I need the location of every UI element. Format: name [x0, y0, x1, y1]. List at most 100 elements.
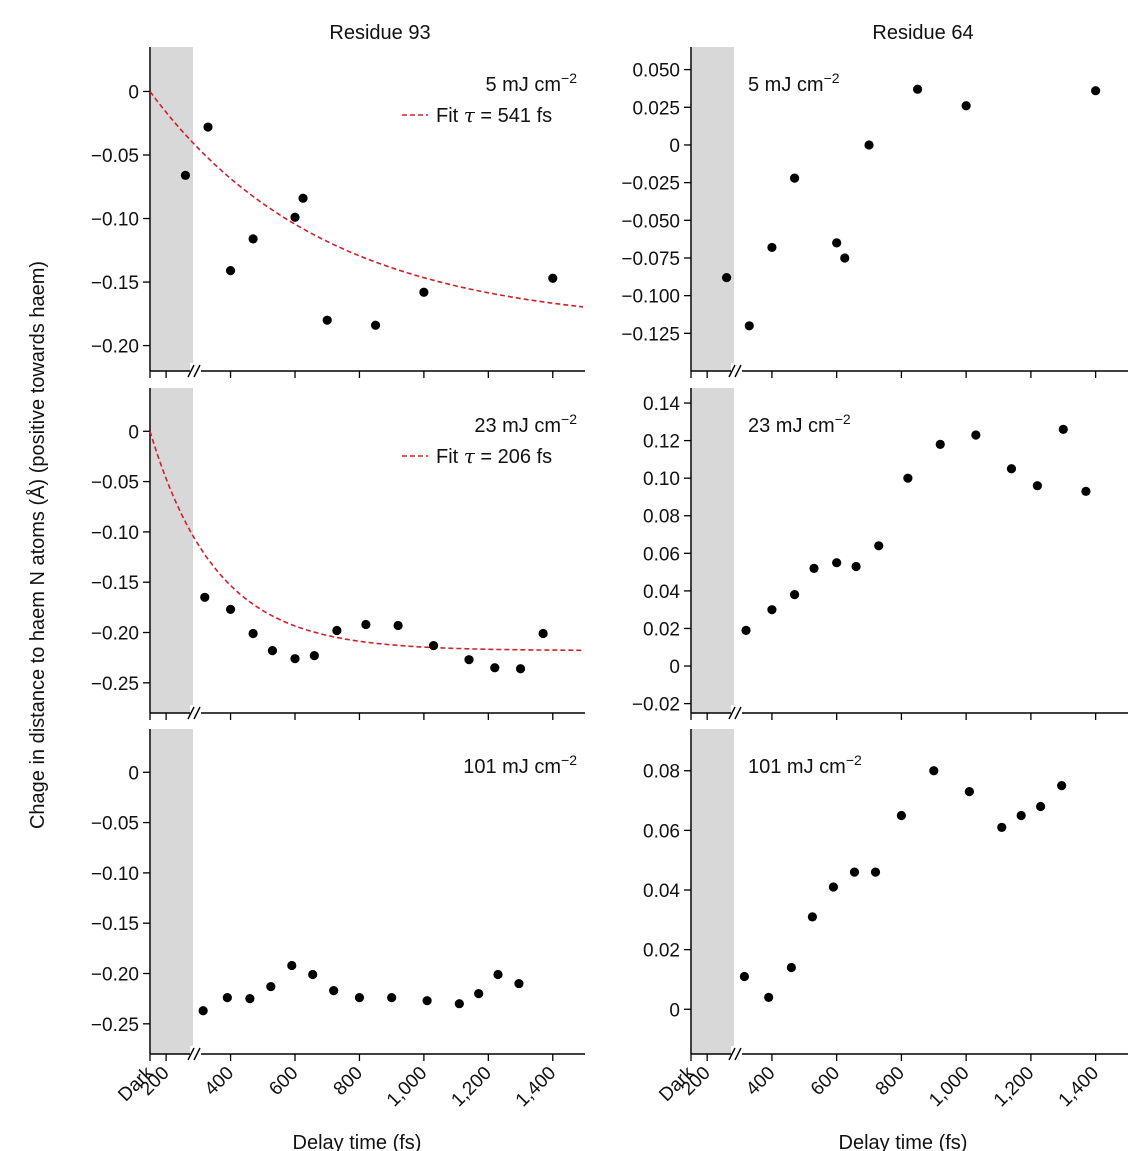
data-point [912, 84, 923, 94]
panel-r93-5: 0 −0.05 −0.10 −0.15 −0.20 5 mJ cm−2 Fit τ = 54… [91, 47, 585, 379]
data-point [1006, 464, 1017, 474]
x-tick-label: 600 [265, 1063, 302, 1100]
y-tick-label: −0.20 [91, 624, 139, 645]
axis-break-mark [728, 364, 736, 378]
fluence-annotation: 23 mJ cm−2 [748, 411, 851, 437]
x-tick-label: 400 [742, 1063, 779, 1100]
dark-band [692, 47, 734, 371]
fit-curve [149, 431, 584, 652]
y-tick-label: −0.25 [91, 674, 139, 695]
data-point [490, 663, 500, 673]
data-point [1081, 486, 1091, 496]
fluence-text: 101 mJ cm [748, 756, 846, 778]
fluence-text: 23 mJ cm [474, 415, 561, 437]
data-point [807, 912, 817, 922]
data-point [786, 962, 796, 973]
data-point [809, 563, 819, 573]
data-point [722, 272, 732, 283]
y-tick-label: −0.20 [91, 337, 139, 358]
y-tick-label: 0.06 [643, 821, 680, 842]
legend-tau-value: = 206 fs [475, 446, 552, 468]
y-tick-label: −0.25 [91, 1015, 139, 1036]
axis-break-gap [731, 363, 742, 379]
axis-break-mark [734, 364, 742, 378]
data-point [248, 234, 258, 244]
axis-break-gap [731, 705, 742, 721]
fluence-exponent: −2 [561, 752, 577, 768]
data-point [361, 619, 371, 630]
data-point [419, 287, 429, 297]
y-tick-label: −0.10 [91, 864, 139, 885]
legend-fit-label: Fit τ = 541 fs [436, 103, 552, 127]
fluence-text: 5 mJ cm [485, 74, 561, 96]
y-tick-label: −0.15 [91, 573, 139, 594]
data-point [332, 625, 342, 636]
y-tick-label: 0.10 [643, 469, 680, 490]
x-tick-label: 800 [872, 1063, 909, 1100]
y-tick-label: 0.08 [643, 507, 680, 528]
y-tick-label: 0 [669, 657, 680, 678]
y-tick-label: −0.15 [91, 273, 139, 294]
axis-break-mark [193, 1047, 201, 1061]
data-point [1016, 810, 1026, 821]
fluence-text: 101 mJ cm [463, 756, 561, 778]
legend-fit-label: Fit τ = 206 fs [436, 444, 552, 468]
y-tick-label: 0.12 [643, 432, 680, 453]
data-point [322, 315, 332, 325]
y-tick-label: 0 [128, 422, 139, 443]
data-point [464, 655, 474, 665]
column-title-residue-64: Residue 64 [872, 22, 973, 44]
y-tick-label: −0.10 [91, 210, 139, 231]
y-tick-label: −0.02 [632, 695, 680, 716]
fluence-exponent: −2 [835, 411, 851, 427]
data-point [864, 140, 874, 150]
axis-break-gap [190, 1046, 201, 1062]
data-point [329, 986, 339, 996]
x-tick-label: 1,200 [990, 1063, 1038, 1111]
panel-r64-5: 0.050 0.025 0 −0.025 −0.050 −0.075 −0.100 −0.12… [621, 47, 1128, 379]
fluence-exponent: −2 [561, 70, 577, 86]
data-point [245, 994, 255, 1004]
data-point [971, 430, 981, 440]
data-point [515, 664, 526, 674]
y-tick-label: 0.08 [643, 762, 680, 783]
data-point [493, 969, 503, 980]
legend-fit-text: Fit [436, 105, 464, 127]
dark-band [692, 729, 734, 1054]
data-point [1032, 481, 1042, 491]
data-point [929, 766, 939, 776]
data-point [744, 321, 754, 331]
data-point [290, 654, 300, 664]
axis-break-mark [728, 1047, 736, 1061]
axis-break-mark [728, 706, 736, 720]
data-point [225, 266, 236, 276]
fluence-annotation: 5 mJ cm−2 [485, 70, 577, 96]
dark-band [692, 388, 734, 713]
fluence-exponent: −2 [846, 752, 862, 768]
data-point [203, 122, 213, 132]
panel-r93-23: 0 −0.05 −0.10 −0.15 −0.20 −0.25 23 mJ cm−2 Fit … [91, 388, 585, 721]
x-tick-label: 1,400 [512, 1063, 560, 1111]
fluence-text: 5 mJ cm [748, 74, 824, 96]
fluence-exponent: −2 [561, 411, 577, 427]
axis-break-mark [187, 706, 195, 720]
x-tick-label: 1,000 [925, 1063, 973, 1111]
y-tick-label: 0.06 [643, 544, 680, 565]
axis-break-mark [193, 364, 201, 378]
axis-break-gap [190, 705, 201, 721]
fluence-text: 23 mJ cm [748, 415, 835, 437]
axis-break-mark [187, 364, 195, 378]
axis-break-gap [731, 1046, 742, 1062]
data-point [267, 646, 278, 656]
data-point [309, 651, 319, 661]
x-axis-label-right: Delay time (fs) [839, 1132, 968, 1151]
panel-r64-23: 0.14 0.12 0.10 0.08 0.06 0.04 0.02 0 −0.02 23 mJ … [632, 388, 1128, 721]
data-point [198, 1006, 208, 1016]
y-tick-label: 0.050 [632, 61, 680, 82]
data-point [428, 640, 439, 651]
data-point [997, 822, 1007, 832]
y-tick-label: 0 [128, 763, 139, 784]
y-tick-label: 0.02 [643, 941, 680, 962]
